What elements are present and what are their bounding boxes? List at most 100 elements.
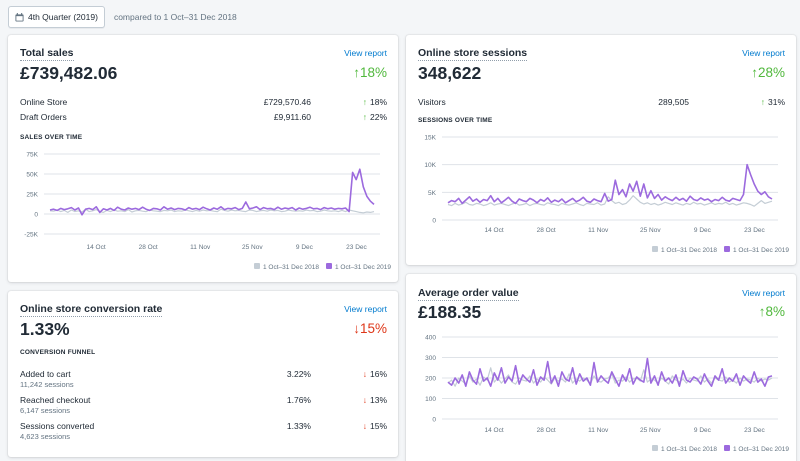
calendar-icon bbox=[15, 12, 24, 22]
legend-item: 1 Oct–31 Dec 2018 bbox=[652, 445, 717, 453]
x-tick-label: 14 Oct bbox=[87, 244, 106, 251]
y-tick-label: 15K bbox=[424, 135, 436, 142]
arrow-down-icon: ↓ bbox=[353, 321, 360, 336]
total-sales-change: ↑18% bbox=[353, 65, 387, 80]
funnel-title: CONVERSION FUNNEL bbox=[20, 349, 96, 356]
funnel-step-sessions: 6,147 sessions bbox=[20, 406, 71, 415]
legend-swatch bbox=[254, 263, 260, 269]
card-title[interactable]: Total sales bbox=[20, 47, 74, 61]
row-change: ↑ 22% bbox=[363, 112, 387, 122]
change-value: 31% bbox=[767, 97, 785, 107]
series-line bbox=[49, 168, 375, 216]
x-tick-label: 25 Nov bbox=[242, 244, 263, 251]
change-value: 8% bbox=[765, 304, 785, 319]
y-tick-label: 400 bbox=[425, 335, 436, 342]
x-tick-label: 11 Nov bbox=[190, 244, 211, 251]
legend-label: 1 Oct–31 Dec 2018 bbox=[263, 264, 319, 271]
date-range-bar: 4th Quarter (2019) compared to 1 Oct–31 … bbox=[8, 6, 237, 28]
legend-item: 1 Oct–31 Dec 2018 bbox=[652, 246, 717, 254]
x-tick-label: 28 Oct bbox=[139, 244, 158, 251]
row-value: £9,911.60 bbox=[273, 112, 311, 122]
row-change: ↑ 18% bbox=[363, 97, 387, 107]
x-tick-label: 14 Oct bbox=[485, 227, 504, 234]
funnel-step-rate: 1.76% bbox=[286, 395, 311, 405]
arrow-up-icon: ↑ bbox=[751, 65, 758, 80]
legend-item: 1 Oct–31 Dec 2019 bbox=[326, 263, 391, 271]
funnel-step-change: ↓ 16% bbox=[363, 369, 387, 379]
legend-label: 1 Oct–31 Dec 2019 bbox=[733, 446, 789, 453]
y-tick-label: 50K bbox=[26, 172, 38, 179]
x-tick-label: 28 Oct bbox=[537, 227, 556, 234]
y-tick-label: 0 bbox=[34, 212, 38, 219]
y-tick-label: 0 bbox=[432, 218, 436, 225]
row-change: ↑ 31% bbox=[761, 97, 785, 107]
row-label: Draft Orders bbox=[20, 112, 67, 122]
legend-swatch bbox=[724, 246, 730, 252]
sessions-value: 348,622 bbox=[418, 63, 482, 83]
funnel-step-change: ↓ 13% bbox=[363, 395, 387, 405]
total-sales-value: £739,482.06 bbox=[20, 63, 118, 83]
chart-section-title: SESSIONS OVER TIME bbox=[418, 117, 493, 124]
legend-swatch bbox=[652, 246, 658, 252]
aov-change: ↑8% bbox=[759, 304, 785, 319]
arrow-up-icon: ↑ bbox=[362, 97, 367, 107]
card-title[interactable]: Average order value bbox=[418, 287, 519, 301]
x-tick-label: 14 Oct bbox=[485, 427, 504, 434]
x-tick-label: 11 Nov bbox=[588, 227, 609, 234]
legend-label: 1 Oct–31 Dec 2018 bbox=[661, 446, 717, 453]
change-value: 22% bbox=[369, 112, 387, 122]
view-report-link[interactable]: View report bbox=[344, 48, 387, 58]
sales-over-time-chart: 75K 50K 25K 0 -25K 14 Oct 28 Oct 11 Nov 25 Nov 9 … bbox=[24, 152, 391, 272]
arrow-down-icon: ↓ bbox=[362, 395, 367, 405]
legend-item: 1 Oct–31 Dec 2018 bbox=[254, 263, 319, 271]
x-tick-label: 25 Nov bbox=[640, 227, 661, 234]
y-tick-label: 0 bbox=[432, 417, 436, 424]
funnel-step-label: Added to cart bbox=[20, 369, 71, 379]
x-tick-label: 23 Dec bbox=[346, 244, 367, 251]
row-label: Online Store bbox=[20, 97, 68, 107]
change-value: 28% bbox=[757, 65, 785, 80]
date-range-label: 4th Quarter (2019) bbox=[28, 12, 98, 22]
funnel-step-label: Sessions converted bbox=[20, 421, 95, 431]
legend-swatch bbox=[724, 445, 730, 451]
change-value: 18% bbox=[369, 97, 387, 107]
legend-label: 1 Oct–31 Dec 2019 bbox=[335, 264, 391, 271]
view-report-link[interactable]: View report bbox=[742, 288, 785, 298]
x-tick-label: 11 Nov bbox=[588, 427, 609, 434]
arrow-up-icon: ↑ bbox=[353, 65, 360, 80]
aov-card: Average order value View report £188.35 … bbox=[406, 274, 796, 461]
view-report-link[interactable]: View report bbox=[742, 48, 785, 58]
card-title[interactable]: Online store sessions bbox=[418, 47, 528, 61]
funnel-step-label: Reached checkout bbox=[20, 395, 91, 405]
sessions-change: ↑28% bbox=[751, 65, 785, 80]
series-line bbox=[49, 208, 375, 214]
sessions-over-time-chart: 15K 10K 5K 0 14 Oct 28 Oct 11 Nov 25 Nov 9 Dec 23… bbox=[424, 135, 789, 255]
y-tick-label: 10K bbox=[424, 162, 436, 169]
y-tick-label: 300 bbox=[425, 355, 436, 362]
arrow-down-icon: ↓ bbox=[362, 369, 367, 379]
series-line bbox=[447, 163, 773, 205]
aov-value: £188.35 bbox=[418, 302, 482, 322]
row-label: Visitors bbox=[418, 97, 446, 107]
card-title[interactable]: Online store conversion rate bbox=[20, 303, 163, 317]
legend-item: 1 Oct–31 Dec 2019 bbox=[724, 445, 789, 453]
change-value: 13% bbox=[369, 395, 387, 405]
legend-label: 1 Oct–31 Dec 2019 bbox=[733, 247, 789, 254]
total-sales-card: Total sales View report £739,482.06 ↑18%… bbox=[8, 35, 398, 282]
view-report-link[interactable]: View report bbox=[344, 304, 387, 314]
chart-section-title: SALES OVER TIME bbox=[20, 134, 83, 141]
y-tick-label: 25K bbox=[26, 192, 38, 199]
funnel-step-rate: 3.22% bbox=[286, 369, 311, 379]
x-tick-label: 28 Oct bbox=[537, 427, 556, 434]
x-tick-label: 9 Dec bbox=[694, 427, 712, 434]
row-value: 289,505 bbox=[658, 97, 689, 107]
x-tick-label: 23 Dec bbox=[744, 227, 765, 234]
funnel-step-sessions: 4,623 sessions bbox=[20, 432, 71, 441]
conversion-change: ↓15% bbox=[353, 321, 387, 336]
arrow-up-icon: ↑ bbox=[362, 112, 367, 122]
arrow-down-icon: ↓ bbox=[362, 421, 367, 431]
arrow-up-icon: ↑ bbox=[760, 97, 765, 107]
conversion-value: 1.33% bbox=[20, 319, 70, 339]
legend-swatch bbox=[326, 263, 332, 269]
date-range-button[interactable]: 4th Quarter (2019) bbox=[8, 6, 105, 28]
